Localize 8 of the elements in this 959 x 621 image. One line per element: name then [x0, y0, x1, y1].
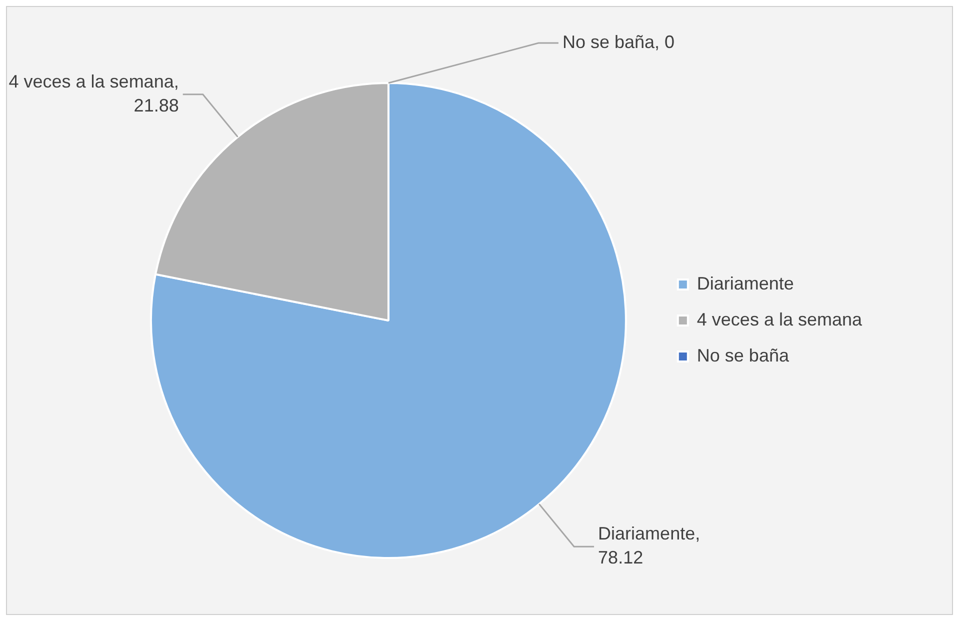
- text: 4 veces a la semana,: [8, 71, 179, 92]
- legend-label: No se baña: [696, 345, 790, 366]
- data-label: 78.12: [598, 548, 644, 568]
- data-label: 21.88: [134, 95, 179, 116]
- legend-label: 4 veces a la semana: [696, 309, 863, 330]
- text: Diariamente,: [598, 524, 700, 544]
- text: No se baña, 0: [562, 32, 675, 52]
- legend-label: Diariamente: [696, 273, 794, 294]
